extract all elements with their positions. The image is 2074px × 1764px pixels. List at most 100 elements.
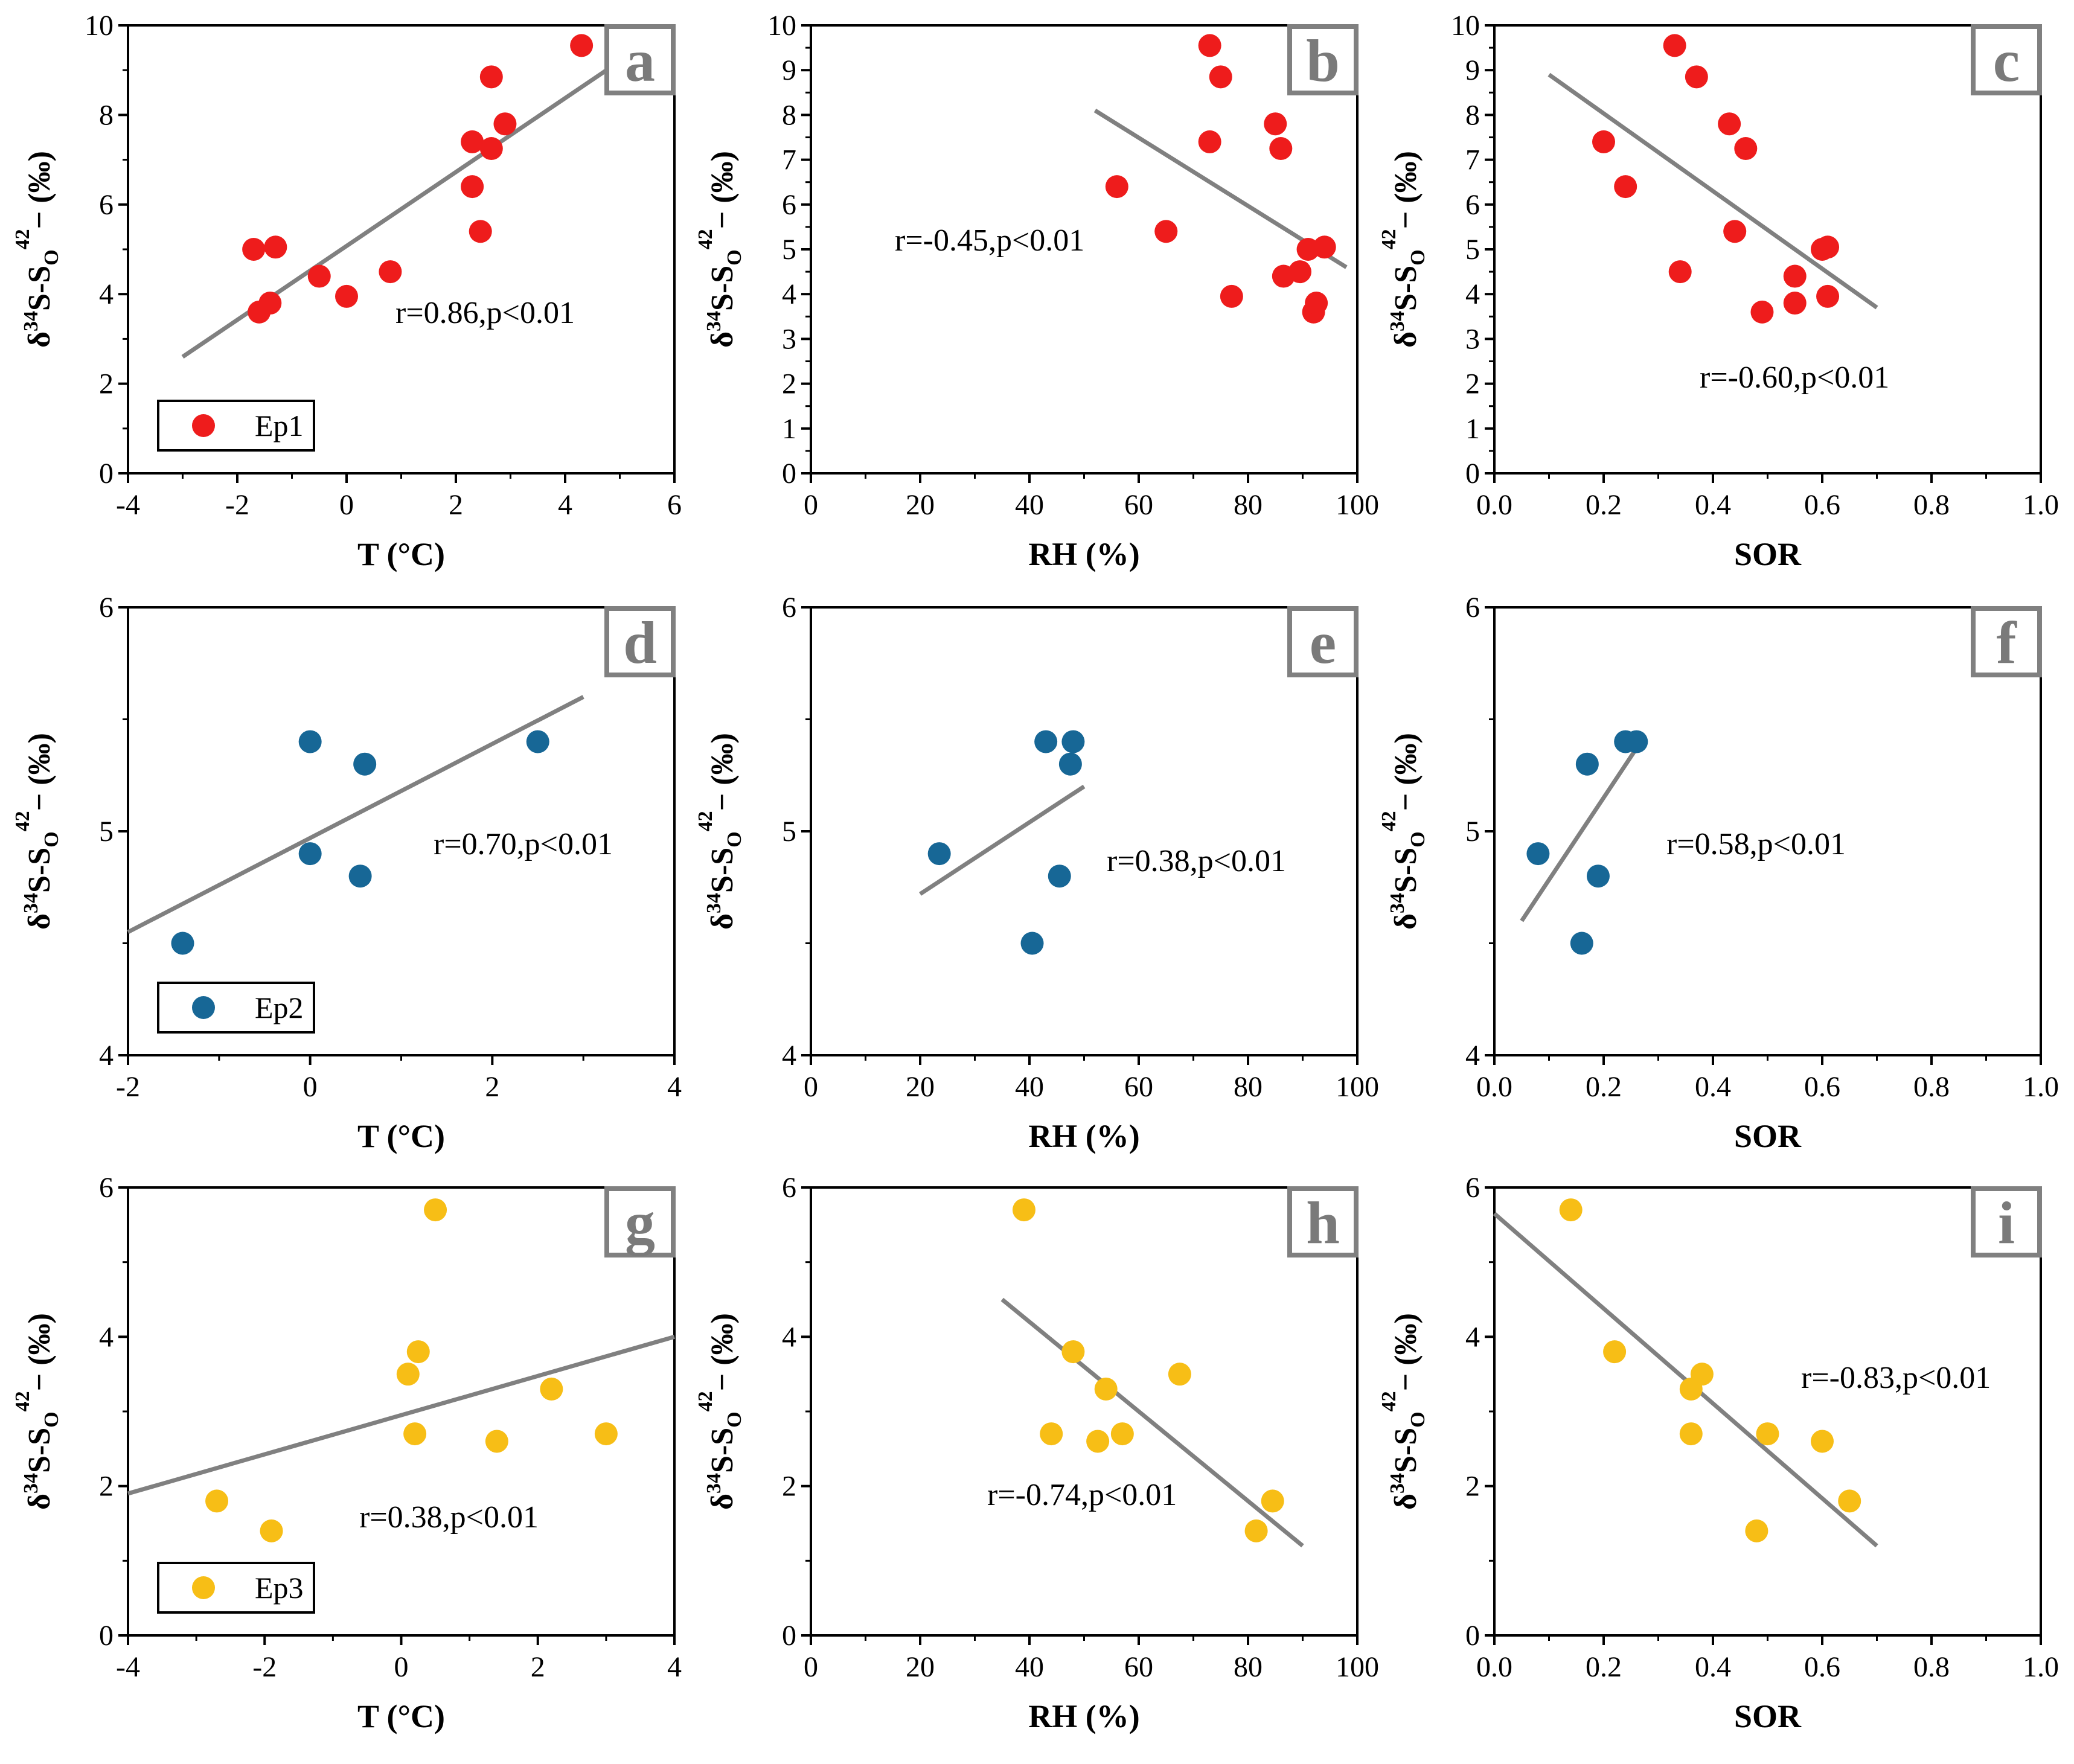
- x-axis-title: RH (%): [1028, 1118, 1139, 1154]
- fit-line: [127, 695, 584, 935]
- x-tick-label: 100: [1336, 1071, 1379, 1103]
- y-title-part: 42: [694, 229, 717, 249]
- data-point: [1592, 130, 1615, 153]
- correlation-annotation: r=-0.83,p<0.01: [1801, 1361, 1991, 1395]
- x-tick-label: 40: [1015, 1071, 1044, 1103]
- data-point: [1586, 864, 1610, 888]
- y-axis-title: δ34S-SO 42− (‰): [1378, 151, 1429, 348]
- data-point: [485, 1430, 508, 1453]
- panel-letter-box: [1971, 1186, 2042, 1257]
- y-title-part: S-S: [705, 848, 740, 893]
- x-tick-label: 0.2: [1586, 489, 1622, 521]
- data-point: [406, 1340, 430, 1364]
- x-tick-label: -4: [116, 489, 140, 521]
- data-point: [1086, 1430, 1110, 1453]
- y-tick-label: 10: [1451, 10, 1480, 42]
- y-tick-label: 2: [782, 1471, 796, 1503]
- y-tick-label: 4: [1465, 1321, 1480, 1353]
- x-tick-label: 0.8: [1913, 1651, 1950, 1683]
- data-point: [1034, 730, 1058, 753]
- data-point: [307, 264, 331, 288]
- data-point: [540, 1377, 563, 1401]
- y-title-part: − (‰): [705, 151, 740, 229]
- data-point: [1094, 1377, 1118, 1401]
- y-title-part: − (‰): [705, 1313, 740, 1391]
- y-title-part: 42: [11, 229, 34, 249]
- x-axis-title: SOR: [1734, 1698, 1802, 1734]
- correlation-annotation: r=0.86,p<0.01: [395, 296, 575, 330]
- data-point: [461, 130, 484, 153]
- data-point: [1040, 1422, 1063, 1446]
- legend-marker: [192, 414, 215, 437]
- y-title-part: 34: [703, 893, 725, 913]
- data-point: [1679, 1422, 1703, 1446]
- panel-letter: c: [1993, 27, 2020, 94]
- panel-h: 0 20 40 60 80 100 0 2 4 6 RH (%) δ34S-SO 42− (‰) r=-0…: [694, 1172, 1379, 1734]
- data-point: [1668, 260, 1692, 284]
- correlation-annotation: r=0.58,p<0.01: [1666, 827, 1846, 861]
- y-title-part: S-S: [22, 848, 57, 893]
- x-tick-label: -2: [225, 489, 249, 521]
- panel-a: -4 -2 0 2 4 6 0 2 4 6 8 10 T (°C) δ34S-SO 42− (‰) r=0.8…: [11, 10, 682, 572]
- x-tick-label: 1.0: [2023, 489, 2059, 521]
- y-axis-title: δ34S-SO 42− (‰): [11, 733, 63, 930]
- y-tick-label: 6: [99, 1172, 114, 1204]
- x-tick-label: 0.4: [1695, 1651, 1731, 1683]
- data-point: [479, 65, 503, 89]
- y-tick-label: 0: [782, 1620, 796, 1652]
- y-tick-label: 3: [1465, 323, 1480, 355]
- x-tick-label: 60: [1124, 1651, 1153, 1683]
- data-point: [1048, 864, 1071, 888]
- y-tick-label: 0: [1465, 458, 1480, 490]
- y-tick-label: 4: [782, 278, 796, 310]
- x-tick-label: 0.4: [1695, 489, 1731, 521]
- x-tick-label: 2: [531, 1651, 545, 1683]
- x-tick-label: 0.0: [1476, 1651, 1512, 1683]
- data-point: [1209, 65, 1232, 89]
- y-title-part: 42: [694, 1391, 717, 1411]
- data-point: [298, 842, 322, 866]
- data-point: [1745, 1519, 1768, 1542]
- x-axis-title: SOR: [1734, 1118, 1802, 1154]
- y-title-part: O: [1407, 1411, 1429, 1427]
- data-point: [1783, 264, 1807, 288]
- data-point: [479, 137, 503, 161]
- data-point: [171, 932, 194, 955]
- legend-marker: [192, 996, 215, 1019]
- data-point: [1750, 300, 1774, 324]
- y-tick-label: 2: [782, 368, 796, 400]
- y-title-part: O: [723, 1411, 746, 1427]
- y-tick-label: 0: [99, 458, 114, 490]
- data-point: [570, 34, 594, 57]
- panel-f: 0.0 0.2 0.4 0.6 0.8 1.0 4 5 6 SOR δ34S-SO 42− (‰) r=…: [1378, 592, 2059, 1154]
- data-point: [1718, 112, 1741, 136]
- y-title-part: S-S: [705, 1428, 740, 1473]
- x-tick-label: 80: [1234, 1071, 1263, 1103]
- y-title-part: 34: [1386, 1473, 1409, 1494]
- x-tick-label: 20: [906, 1071, 935, 1103]
- correlation-annotation: r=0.38,p<0.01: [1107, 844, 1286, 878]
- y-title-part: δ: [705, 1494, 740, 1510]
- data-point: [1783, 292, 1807, 315]
- y-tick-label: 6: [99, 592, 114, 624]
- data-point: [1816, 284, 1840, 308]
- x-tick-label: 0.2: [1586, 1651, 1622, 1683]
- x-tick-label: -2: [252, 1651, 277, 1683]
- data-point: [1756, 1422, 1779, 1446]
- panel-letter: g: [625, 1189, 655, 1256]
- y-title-part: 42: [1378, 1391, 1400, 1411]
- y-tick-label: 6: [99, 189, 114, 221]
- y-title-part: 34: [1386, 311, 1409, 331]
- y-title-part: δ: [1389, 913, 1423, 930]
- y-title-part: δ: [705, 331, 740, 348]
- y-tick-label: 1: [782, 413, 796, 445]
- plot-frame: [1493, 1186, 2042, 1637]
- x-tick-label: 4: [558, 489, 572, 521]
- y-title-part: S-S: [22, 1428, 57, 1473]
- correlation-annotation: r=0.70,p<0.01: [434, 827, 613, 861]
- data-point: [260, 1519, 283, 1542]
- y-title-part: − (‰): [705, 733, 740, 811]
- y-tick-label: 4: [1465, 278, 1480, 310]
- legend-box: [157, 1562, 315, 1614]
